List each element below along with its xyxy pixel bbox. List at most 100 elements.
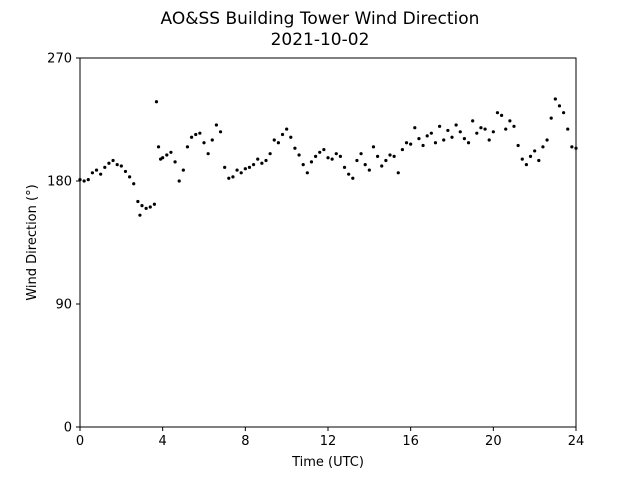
data-point xyxy=(326,156,330,160)
data-point xyxy=(537,158,541,163)
data-point xyxy=(136,199,140,204)
chart-title: AO&SS Building Tower Wind Direction xyxy=(161,9,480,29)
data-point xyxy=(256,157,260,161)
data-point xyxy=(413,126,417,130)
data-point xyxy=(450,135,454,139)
data-point xyxy=(545,138,549,142)
data-point xyxy=(442,138,446,142)
data-point xyxy=(252,163,256,167)
x-tick-label: 20 xyxy=(485,434,502,449)
data-point xyxy=(107,161,111,165)
data-point xyxy=(138,213,142,217)
data-point xyxy=(309,160,314,164)
data-point xyxy=(94,168,99,172)
data-point xyxy=(218,130,223,134)
data-point xyxy=(247,165,252,169)
data-point xyxy=(243,167,247,171)
data-point xyxy=(190,135,194,139)
data-point xyxy=(504,127,508,131)
data-point xyxy=(285,127,289,131)
data-point xyxy=(210,138,214,142)
data-point xyxy=(260,161,264,165)
data-point xyxy=(516,143,520,148)
data-point xyxy=(119,164,123,168)
y-tick-label: 180 xyxy=(47,175,72,190)
data-point xyxy=(90,171,94,175)
x-tick-label: 0 xyxy=(76,434,84,449)
data-point xyxy=(549,116,553,120)
data-point xyxy=(425,134,429,138)
x-axis-ticks: 0 4 8 12 16 20 24 xyxy=(76,427,584,449)
data-point xyxy=(144,206,148,210)
data-point xyxy=(334,152,338,156)
data-point xyxy=(239,171,243,175)
data-point xyxy=(103,165,107,169)
data-point xyxy=(165,153,169,157)
data-point xyxy=(462,137,466,141)
data-point xyxy=(404,141,409,145)
data-point xyxy=(99,172,103,176)
data-point xyxy=(396,171,400,175)
data-point xyxy=(169,150,173,154)
data-point xyxy=(276,141,280,145)
data-point xyxy=(487,138,491,142)
data-point xyxy=(471,119,475,123)
data-point xyxy=(524,163,529,167)
data-point xyxy=(533,149,537,153)
data-point xyxy=(305,171,309,175)
data-point xyxy=(495,111,500,115)
data-point xyxy=(562,111,566,115)
data-point xyxy=(528,154,533,158)
x-tick-label: 24 xyxy=(568,434,585,449)
data-point xyxy=(173,160,177,164)
x-tick-label: 8 xyxy=(241,434,249,449)
data-point xyxy=(429,131,433,135)
data-point xyxy=(330,157,334,161)
data-point xyxy=(541,145,545,149)
chart-subtitle: 2021-10-02 xyxy=(271,30,370,50)
data-point xyxy=(421,143,425,148)
data-points xyxy=(78,97,578,217)
data-point xyxy=(380,164,384,168)
data-point xyxy=(264,158,268,163)
data-point xyxy=(483,127,487,131)
data-point xyxy=(438,124,442,128)
data-point xyxy=(454,123,458,127)
data-point xyxy=(297,153,301,157)
data-point xyxy=(223,165,227,169)
data-point xyxy=(392,154,396,158)
x-tick-label: 4 xyxy=(159,434,167,449)
data-point xyxy=(417,137,421,141)
data-point xyxy=(359,152,363,156)
data-point xyxy=(409,142,413,146)
data-point xyxy=(520,157,524,161)
y-tick-label: 90 xyxy=(55,298,72,313)
data-point xyxy=(123,169,128,174)
data-point xyxy=(367,168,371,172)
data-point xyxy=(115,163,119,167)
data-point xyxy=(154,100,159,104)
data-point xyxy=(322,147,326,152)
x-tick-label: 16 xyxy=(402,434,419,449)
x-tick-label: 12 xyxy=(320,434,337,449)
data-point xyxy=(446,128,450,133)
data-point xyxy=(338,154,342,158)
data-point xyxy=(202,141,206,145)
data-point xyxy=(206,152,210,156)
data-point xyxy=(570,145,574,149)
data-point xyxy=(458,130,462,134)
y-tick-label: 270 xyxy=(47,52,72,67)
data-point xyxy=(371,145,376,149)
data-point xyxy=(342,165,347,169)
data-point xyxy=(347,172,351,176)
data-point xyxy=(314,154,318,158)
data-point xyxy=(185,145,190,149)
data-point xyxy=(301,163,305,167)
data-point xyxy=(280,132,285,137)
data-point xyxy=(479,126,483,130)
data-point xyxy=(132,182,136,186)
data-point xyxy=(384,158,388,163)
